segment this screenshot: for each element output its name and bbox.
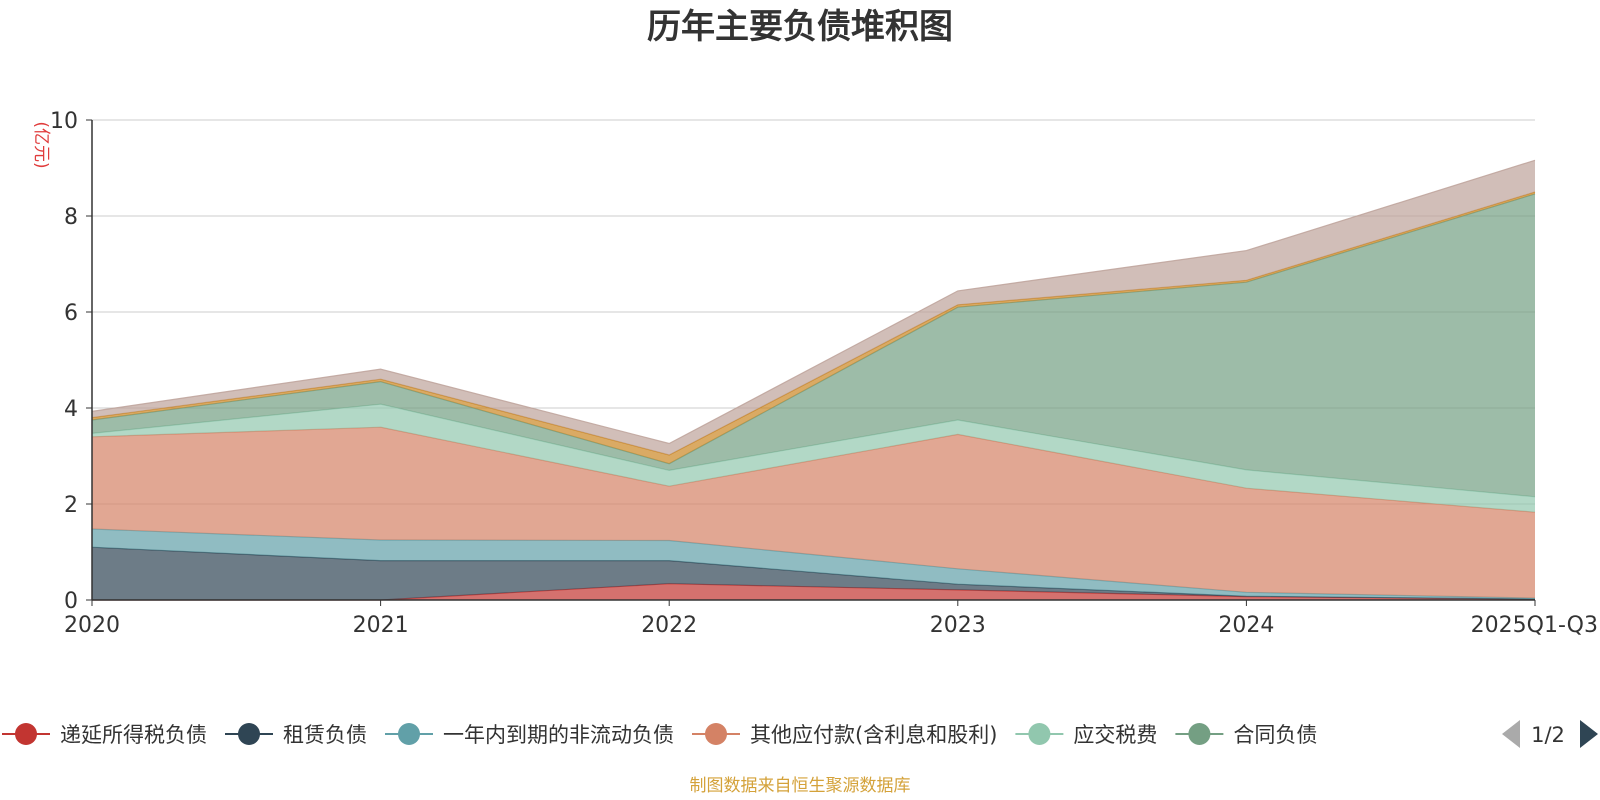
area-series-5 xyxy=(92,404,1535,513)
x-tick-label: 2022 xyxy=(641,613,697,638)
x-tick-label: 2025Q1-Q3 xyxy=(1471,613,1598,638)
legend-item-4[interactable]: 其他应付款(含利息和股利) xyxy=(692,723,997,747)
legend-label: 租赁负债 xyxy=(283,723,367,747)
x-tick-label: 2020 xyxy=(64,613,120,638)
legend-marker xyxy=(1028,723,1051,745)
x-tick-label: 2021 xyxy=(353,613,409,638)
area-series-4 xyxy=(92,427,1535,599)
triangle-right-icon[interactable] xyxy=(1580,720,1598,748)
legend-item-2[interactable]: 租赁负债 xyxy=(225,723,367,747)
legend-label: 合同负债 xyxy=(1233,723,1317,747)
y-tick-label: 2 xyxy=(64,493,78,518)
legend-label: 应交税费 xyxy=(1073,723,1157,747)
legend-item-5[interactable]: 应交税费 xyxy=(1015,723,1157,747)
legend-item-1[interactable]: 递延所得税负债 xyxy=(2,723,207,747)
triangle-left-icon[interactable] xyxy=(1502,720,1520,748)
data-source-note: 制图数据来自恒生聚源数据库 xyxy=(690,776,911,796)
legend-item-6[interactable]: 合同负债 xyxy=(1175,723,1317,747)
legend-label: 其他应付款(含利息和股利) xyxy=(750,723,997,747)
axes: 0 2 4 6 8 10 2020 2021 2022 2023 2024 2025Q1-Q3 xyxy=(50,109,1598,638)
legend-label: 一年内到期的非流动负债 xyxy=(443,723,674,747)
legend-marker xyxy=(705,723,727,745)
legend-pager: 1/2 xyxy=(1502,720,1598,748)
x-tick-label: 2024 xyxy=(1218,613,1274,638)
stacked-areas xyxy=(91,159,1536,601)
y-tick-label: 10 xyxy=(50,109,78,134)
y-tick-label: 6 xyxy=(64,301,78,326)
legend-label: 递延所得税负债 xyxy=(60,723,207,747)
y-tick-label: 8 xyxy=(64,205,78,230)
area-line-3 xyxy=(91,528,1536,599)
chart-title: 历年主要负债堆积图 xyxy=(647,7,953,47)
legend-marker xyxy=(15,723,37,745)
y-tick-label: 0 xyxy=(64,589,78,614)
area-series-2 xyxy=(92,547,1535,600)
area-line-5 xyxy=(91,403,1536,498)
legend-marker xyxy=(238,723,260,745)
area-line-8 xyxy=(91,159,1536,445)
area-series-3 xyxy=(92,529,1535,599)
legend-marker xyxy=(1188,723,1211,745)
legend-page-indicator: 1/2 xyxy=(1531,723,1565,747)
legend-item-3[interactable]: 一年内到期的非流动负债 xyxy=(385,723,674,747)
x-tick-label: 2023 xyxy=(930,613,986,638)
y-unit-label: (亿元) xyxy=(31,121,51,168)
y-tick-label: 4 xyxy=(64,397,78,422)
area-series-6 xyxy=(92,193,1535,497)
legend: 递延所得税负债 租赁负债 一年内到期的非流动负债 其他应付款(含利息和股利) 应交税费 合… xyxy=(2,723,1317,747)
area-series-1 xyxy=(92,583,1535,600)
legend-marker xyxy=(398,723,420,745)
